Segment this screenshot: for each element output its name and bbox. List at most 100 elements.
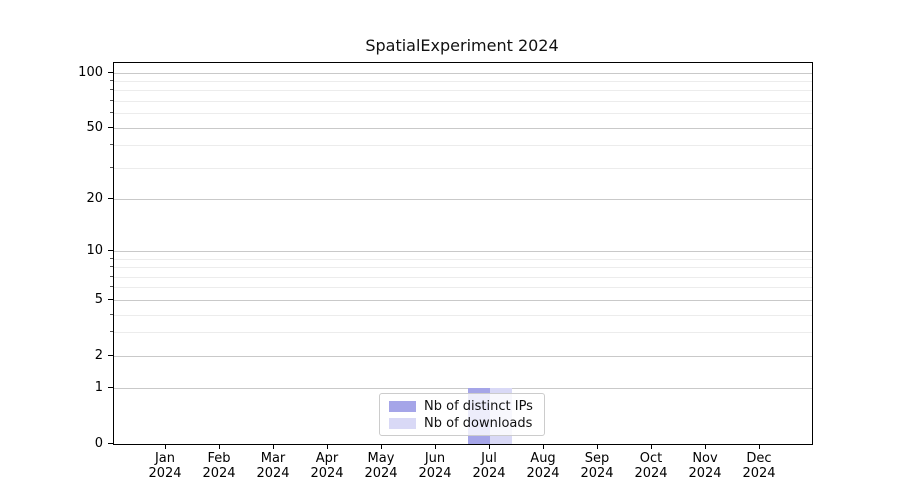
- y-tick-label: 5: [94, 292, 103, 307]
- y-tick-label: 50: [86, 120, 103, 135]
- y-axis-minor-tick: [110, 167, 113, 168]
- x-axis-tick: [597, 444, 598, 449]
- y-axis-tick: [108, 387, 113, 388]
- x-tick-label: Apr 2024: [297, 451, 357, 481]
- minor-gridline: [114, 145, 812, 146]
- x-tick-label-line: 2024: [472, 466, 506, 481]
- x-tick-label-line: 2024: [688, 466, 722, 481]
- legend-swatch-downloads: [389, 418, 416, 429]
- legend-label-downloads: Nb of downloads: [424, 416, 533, 431]
- x-tick-label: May 2024: [351, 451, 411, 481]
- x-tick-label: Oct 2024: [621, 451, 681, 481]
- x-tick-label: Jan 2024: [135, 451, 195, 481]
- x-tick-label-line: 2024: [742, 466, 776, 481]
- y-axis-minor-tick: [110, 331, 113, 332]
- x-tick-label-line: 2024: [580, 466, 614, 481]
- x-axis-tick: [381, 444, 382, 449]
- y-axis-minor-tick: [110, 100, 113, 101]
- x-tick-label-line: Jun: [424, 451, 446, 466]
- legend-label-distinct-ips: Nb of distinct IPs: [424, 399, 533, 414]
- y-axis-tick: [108, 299, 113, 300]
- plot-area: [113, 62, 813, 445]
- legend-item-downloads: Nb of downloads: [389, 416, 536, 431]
- chart-title: SpatialExperiment 2024: [365, 36, 559, 55]
- x-tick-label: Nov 2024: [675, 451, 735, 481]
- x-tick-label: Feb 2024: [189, 451, 249, 481]
- x-tick-label-line: Oct: [639, 451, 663, 466]
- y-tick-label: 20: [86, 191, 103, 206]
- x-tick-label-line: 2024: [148, 466, 182, 481]
- x-tick-label-line: Aug: [530, 451, 556, 466]
- y-axis-tick: [108, 355, 113, 356]
- minor-gridline: [114, 315, 812, 316]
- x-axis-tick: [651, 444, 652, 449]
- minor-gridline: [114, 81, 812, 82]
- y-axis-minor-tick: [110, 266, 113, 267]
- major-gridline: [114, 251, 812, 252]
- x-tick-label: Sep 2024: [567, 451, 627, 481]
- y-axis-minor-tick: [110, 80, 113, 81]
- x-axis-tick: [219, 444, 220, 449]
- x-axis-tick: [759, 444, 760, 449]
- minor-gridline: [114, 259, 812, 260]
- y-axis-minor-tick: [110, 144, 113, 145]
- x-tick-label-line: May: [367, 451, 395, 466]
- major-gridline: [114, 73, 812, 74]
- x-tick-label-line: Jan: [154, 451, 176, 466]
- x-tick-label-line: Feb: [207, 451, 231, 466]
- x-tick-label-line: Dec: [746, 451, 772, 466]
- legend: Nb of distinct IPs Nb of downloads: [379, 393, 545, 436]
- x-tick-label: Jun 2024: [405, 451, 465, 481]
- minor-gridline: [114, 267, 812, 268]
- minor-gridline: [114, 113, 812, 114]
- x-tick-label-line: Nov: [692, 451, 718, 466]
- y-tick-label: 2: [94, 348, 103, 363]
- x-tick-label-line: Mar: [260, 451, 286, 466]
- legend-swatch-distinct-ips: [389, 401, 416, 412]
- minor-gridline: [114, 168, 812, 169]
- x-tick-label-line: 2024: [526, 466, 560, 481]
- y-axis-tick: [108, 127, 113, 128]
- minor-gridline: [114, 90, 812, 91]
- major-gridline: [114, 356, 812, 357]
- y-tick-label: 1: [94, 380, 103, 395]
- x-axis-tick: [327, 444, 328, 449]
- minor-gridline: [114, 277, 812, 278]
- y-axis-tick: [108, 198, 113, 199]
- major-gridline: [114, 128, 812, 129]
- y-axis-tick: [108, 443, 113, 444]
- x-axis-tick: [489, 444, 490, 449]
- x-tick-label: Jul 2024: [459, 451, 519, 481]
- x-tick-label-line: 2024: [634, 466, 668, 481]
- x-tick-label-line: 2024: [364, 466, 398, 481]
- minor-gridline: [114, 287, 812, 288]
- y-axis-minor-tick: [110, 314, 113, 315]
- x-tick-label-line: Sep: [584, 451, 610, 466]
- y-tick-label: 0: [94, 436, 103, 451]
- minor-gridline: [114, 101, 812, 102]
- x-tick-label-line: Jul: [481, 451, 497, 466]
- major-gridline: [114, 388, 812, 389]
- x-axis-tick: [705, 444, 706, 449]
- x-tick-label: Aug 2024: [513, 451, 573, 481]
- y-axis-minor-tick: [110, 258, 113, 259]
- x-tick-label-line: 2024: [256, 466, 290, 481]
- y-tick-label: 10: [86, 243, 103, 258]
- x-axis-tick: [543, 444, 544, 449]
- x-tick-label: Dec 2024: [729, 451, 789, 481]
- y-axis-minor-tick: [110, 89, 113, 90]
- x-axis-tick: [273, 444, 274, 449]
- legend-item-distinct-ips: Nb of distinct IPs: [389, 399, 536, 414]
- y-axis-tick: [108, 250, 113, 251]
- y-axis-minor-tick: [110, 286, 113, 287]
- major-gridline: [114, 199, 812, 200]
- y-axis-minor-tick: [110, 276, 113, 277]
- x-tick-label: Mar 2024: [243, 451, 303, 481]
- x-tick-label-line: 2024: [310, 466, 344, 481]
- x-axis-tick: [165, 444, 166, 449]
- x-tick-label-line: 2024: [418, 466, 452, 481]
- x-tick-label-line: Apr: [315, 451, 339, 466]
- major-gridline: [114, 300, 812, 301]
- y-axis-minor-tick: [110, 112, 113, 113]
